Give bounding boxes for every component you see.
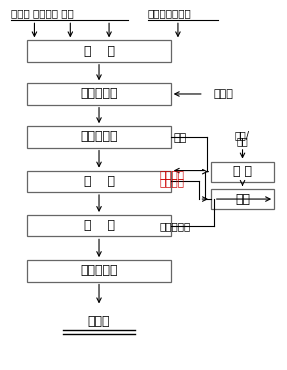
Bar bbox=[27, 126, 171, 148]
Bar bbox=[27, 215, 171, 236]
Text: 烧结矿: 烧结矿 bbox=[88, 315, 110, 329]
Text: 区域废气: 区域废气 bbox=[159, 177, 184, 188]
Bar bbox=[27, 40, 171, 62]
Text: 空气/: 空气/ bbox=[235, 131, 250, 141]
Text: 烧    结: 烧 结 bbox=[84, 175, 115, 188]
Text: 循环: 循环 bbox=[174, 132, 187, 143]
Bar bbox=[211, 161, 274, 182]
Bar bbox=[27, 171, 171, 192]
Text: 铁矿石（匀矿）: 铁矿石（匀矿） bbox=[148, 8, 191, 18]
Bar bbox=[211, 189, 274, 209]
Text: 添加水: 添加水 bbox=[214, 89, 234, 99]
Text: 布料、点火: 布料、点火 bbox=[80, 130, 118, 144]
Text: 冷    却: 冷 却 bbox=[84, 219, 115, 232]
Text: 氧气: 氧气 bbox=[237, 136, 248, 146]
Text: 环冷机废气: 环冷机废气 bbox=[159, 221, 191, 231]
Text: 生石灰 固体燃料 返矿: 生石灰 固体燃料 返矿 bbox=[11, 8, 74, 18]
Text: 破碎、筛分: 破碎、筛分 bbox=[80, 264, 118, 278]
Text: 配    料: 配 料 bbox=[84, 44, 115, 58]
Text: 除尘: 除尘 bbox=[235, 192, 250, 206]
Text: 混匀、制粒: 混匀、制粒 bbox=[80, 87, 118, 101]
Text: 高二恶英: 高二恶英 bbox=[159, 169, 184, 180]
Text: 混 合: 混 合 bbox=[233, 165, 252, 178]
Bar bbox=[27, 260, 171, 282]
Bar bbox=[27, 83, 171, 105]
